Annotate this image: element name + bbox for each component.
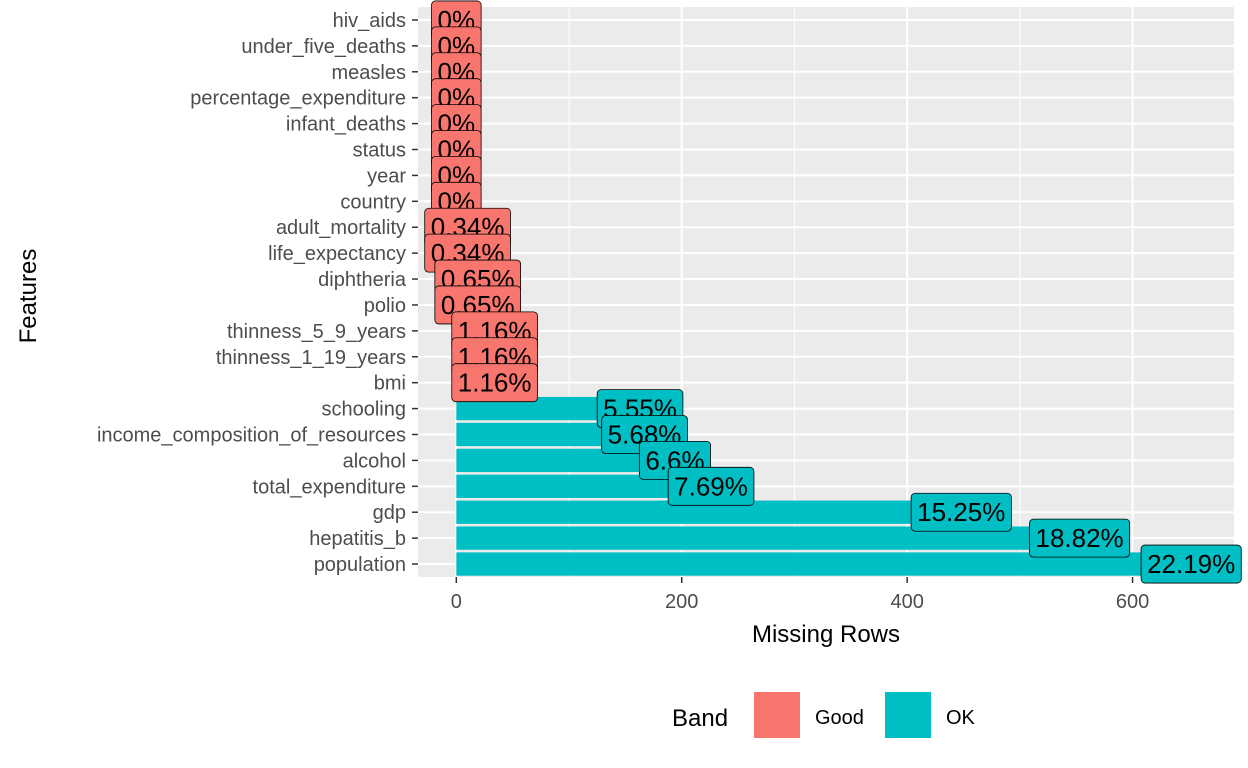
bar — [456, 448, 675, 473]
bar — [456, 552, 1192, 576]
y-tick-label: under_five_deaths — [241, 36, 406, 58]
y-tick-label: population — [314, 554, 406, 576]
legend-label-good: Good — [815, 707, 864, 729]
bar-label: 7.69% — [667, 466, 755, 506]
legend-key-ok — [885, 692, 931, 738]
bar-label-text: 15.25% — [917, 497, 1005, 527]
legend-label-ok: OK — [946, 707, 976, 729]
bar — [456, 500, 962, 524]
legend: Band Good OK — [672, 692, 976, 738]
y-tick-label: adult_mortality — [276, 217, 406, 239]
x-tick-label: 0 — [451, 591, 462, 613]
x-tick-label: 600 — [1116, 591, 1149, 613]
y-tick-label: thinness_5_9_years — [227, 321, 406, 343]
bar-label-box — [667, 466, 755, 506]
grid-lines — [418, 7, 1234, 577]
bar-label: 22.19% — [1140, 544, 1242, 584]
y-tick-label: thinness_1_19_years — [216, 347, 406, 369]
y-tick-label: schooling — [321, 399, 406, 421]
y-tick-label: total_expenditure — [253, 476, 406, 498]
y-tick-label: alcohol — [343, 450, 406, 472]
x-axis: 0 200 400 600 — [451, 577, 1149, 613]
y-axis-title: Features — [15, 249, 42, 344]
bar — [456, 422, 645, 447]
x-tick-label: 400 — [890, 591, 923, 613]
y-tick-label: bmi — [374, 373, 406, 395]
bar-label-text: 1.16% — [458, 368, 532, 398]
bar-label: 1.16% — [451, 363, 538, 403]
bar-label-box — [910, 492, 1012, 532]
y-tick-label: life_expectancy — [268, 243, 406, 265]
y-tick-label: infant_deaths — [286, 114, 406, 136]
x-axis-title: Missing Rows — [752, 621, 900, 648]
y-tick-label: polio — [364, 295, 406, 317]
y-tick-label: year — [367, 165, 406, 187]
bar-label-box — [1140, 544, 1242, 584]
y-tick-label: income_composition_of_resources — [97, 425, 406, 447]
bar-label-box — [1029, 518, 1131, 558]
y-tick-label: measles — [332, 62, 406, 84]
y-tick-label: status — [353, 140, 406, 162]
bar-label-text: 22.19% — [1147, 549, 1235, 579]
y-tick-label: country — [340, 191, 406, 213]
y-tick-label: gdp — [373, 502, 406, 524]
bar-label-text: 7.69% — [674, 471, 748, 501]
bar-label: 15.25% — [910, 492, 1012, 532]
bar-labels: 0%0%0%0%0%0%0%0%0.34%0.34%0.65%0.65%1.16… — [424, 0, 1242, 584]
y-tick-label: hiv_aids — [333, 10, 406, 32]
y-tick-label: hepatitis_b — [309, 528, 406, 550]
bar-label-text: 18.82% — [1035, 523, 1123, 553]
bar — [456, 396, 641, 421]
y-tick-label: diphtheria — [318, 269, 407, 291]
bar-label-box — [451, 363, 538, 403]
legend-key-good — [754, 692, 800, 738]
bar-label: 18.82% — [1029, 518, 1131, 558]
y-tick-label: percentage_expenditure — [190, 88, 406, 110]
bar — [456, 474, 712, 498]
x-tick-label: 200 — [665, 591, 698, 613]
bar — [456, 526, 1080, 550]
legend-title: Band — [672, 705, 728, 732]
